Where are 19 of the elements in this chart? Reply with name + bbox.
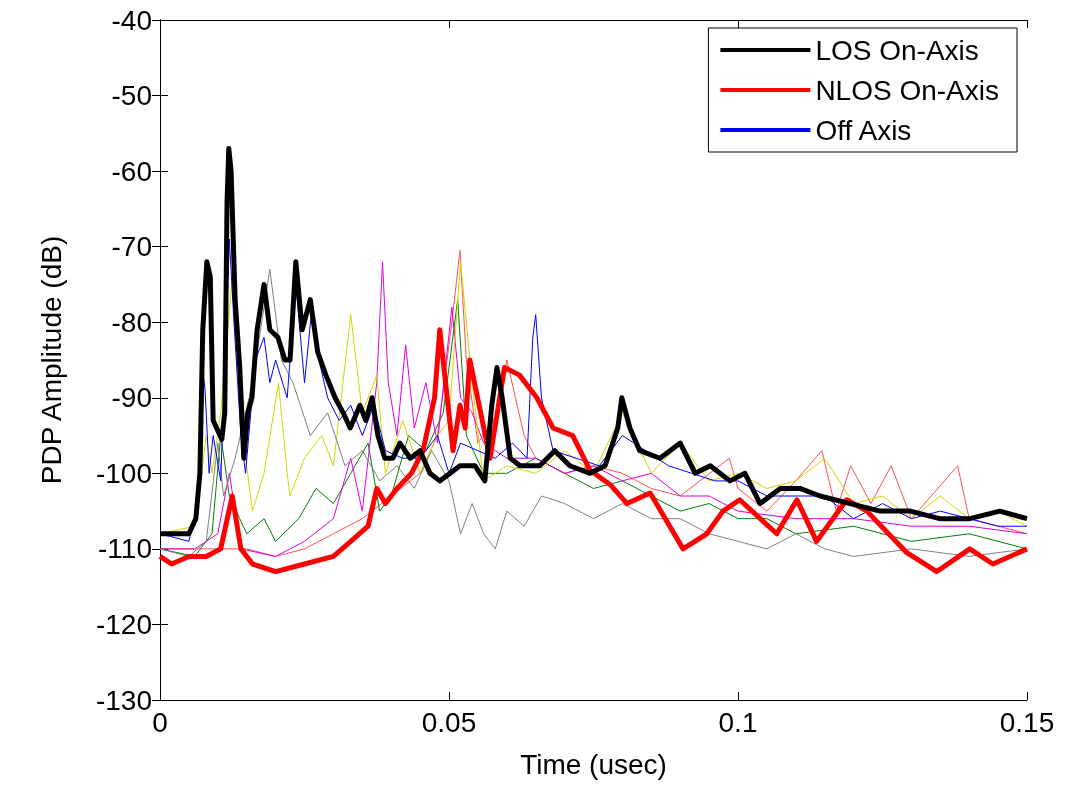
y-tick-label: -100	[95, 457, 152, 489]
y-tick-label: -110	[98, 533, 152, 565]
x-tick-label: 0	[152, 706, 168, 738]
legend-label: NLOS On-Axis	[815, 74, 1000, 106]
legend-label: Off Axis	[815, 114, 912, 146]
y-tick-label: -120	[95, 608, 152, 640]
y-tick-label: -60	[111, 155, 152, 187]
x-tick-label: 0.1	[718, 706, 758, 738]
y-tick-label: -130	[95, 684, 152, 716]
y-tick-label: -40	[111, 4, 152, 36]
y-tick-label: -70	[111, 231, 152, 263]
y-axis-title: PDP Amplitude (dB)	[35, 235, 67, 485]
x-tick-label: 0.15	[999, 706, 1055, 738]
y-tick-label: -90	[111, 382, 152, 414]
x-axis-title: Time (usec)	[520, 748, 667, 780]
y-tick-label: -50	[111, 80, 152, 112]
legend-label: LOS On-Axis	[815, 34, 979, 66]
x-tick-label: 0.05	[421, 706, 477, 738]
y-tick-label: -80	[111, 306, 152, 338]
